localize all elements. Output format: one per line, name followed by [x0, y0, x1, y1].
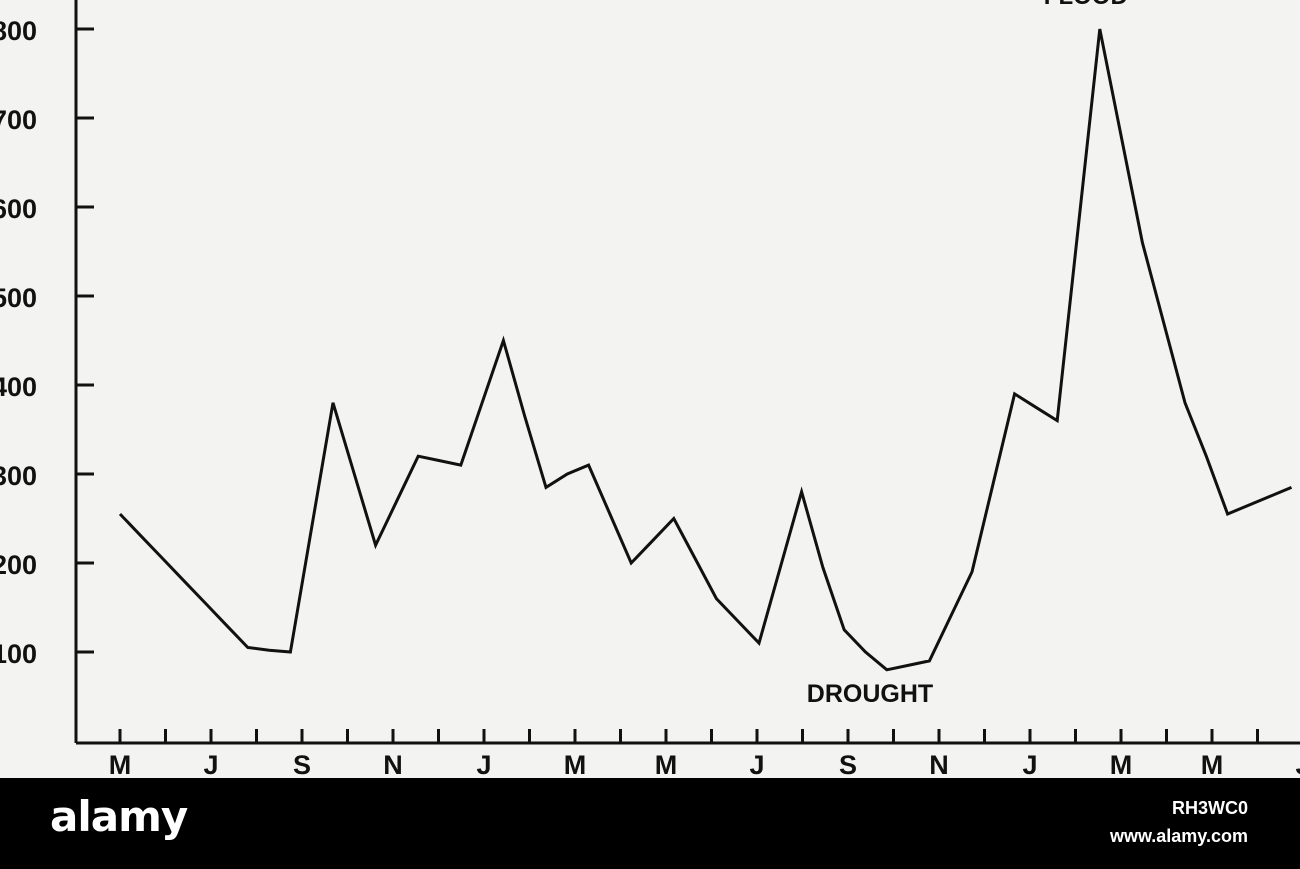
series-line [118, 28, 1293, 672]
x-tick-label: S [839, 750, 857, 778]
x-tick-label: M [564, 750, 587, 778]
x-tick-label: M [655, 750, 678, 778]
x-tick-label: S [293, 750, 311, 778]
y-tick-label: 700 [0, 105, 37, 135]
y-tick-label: 600 [0, 194, 37, 224]
y-tick-label: 400 [0, 372, 37, 402]
x-tick-label: J [749, 750, 764, 778]
y-tick-label: 500 [0, 283, 37, 313]
site-url-text: www.alamy.com [1109, 826, 1248, 846]
x-tick-label: M [109, 750, 132, 778]
image-id-text: RH3WC0 [1171, 798, 1248, 818]
annotation-flood: FLOOD [1044, 0, 1128, 10]
x-tick-label: M [1201, 750, 1224, 778]
x-tick-label: J [476, 750, 491, 778]
x-tick-label: J [203, 750, 218, 778]
x-tick-label: M [1110, 750, 1133, 778]
chart-area: 800 700 600 500 400 300 200 100 M J S N J M M J S N J M M J FL… [0, 0, 1300, 778]
y-tick-label: 800 [0, 16, 37, 46]
annotation-drought: DROUGHT [807, 680, 933, 708]
x-tick-label: N [383, 750, 403, 778]
y-tick-label: 300 [0, 461, 37, 491]
x-tick-label: J [1022, 750, 1037, 778]
y-tick-label: 200 [0, 550, 37, 580]
watermark-footer: alamy RH3WC0 www.alamy.com [0, 778, 1300, 869]
line-chart: 800 700 600 500 400 300 200 100 M J S N J M M J S N J M M J FL… [0, 0, 1300, 778]
x-tick-label: J [1295, 750, 1300, 778]
y-tick-label: 100 [0, 639, 37, 669]
x-tick-label: N [929, 750, 949, 778]
brand-logo: alamy [50, 792, 188, 841]
